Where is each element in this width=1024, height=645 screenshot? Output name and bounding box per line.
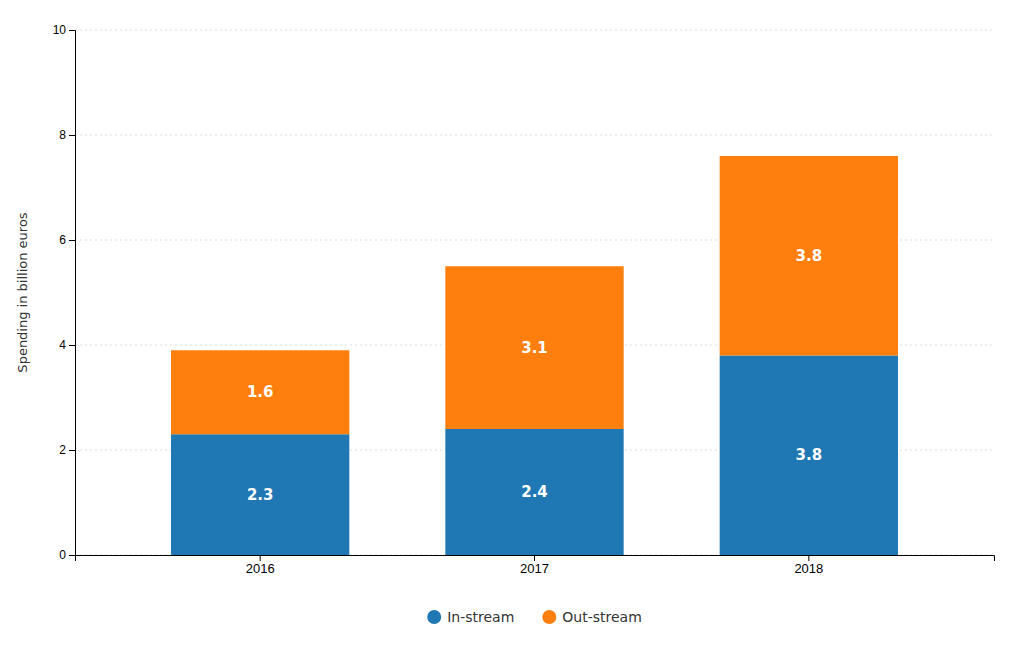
x-tick: 2018: [794, 555, 823, 576]
grid-line: [75, 135, 994, 136]
grid: [75, 30, 994, 555]
data-label: 1.6: [247, 383, 274, 401]
legend-label: In-stream: [447, 609, 514, 625]
y-tick: 8: [59, 128, 75, 142]
data-label: 3.8: [796, 446, 823, 464]
y-tick-label: 0: [59, 548, 66, 562]
bars: [171, 156, 898, 555]
y-tick: 0: [59, 548, 75, 562]
legend-swatch: [427, 610, 441, 624]
y-tick-label: 6: [59, 233, 66, 247]
data-label: 2.3: [247, 486, 274, 504]
x-tick-mark: [808, 555, 809, 561]
y-axis: 0 2 4 6 8 10: [53, 23, 76, 562]
bar: [171, 434, 349, 555]
data-label: 2.4: [521, 483, 548, 501]
x-axis-line: [76, 556, 995, 562]
x-tick-mark: [260, 555, 261, 561]
y-tick-mark: [69, 30, 75, 31]
bar: [445, 266, 623, 429]
x-tick: 2016: [246, 555, 275, 576]
legend-item: In-stream: [427, 609, 514, 625]
legend-swatch: [542, 610, 556, 624]
bar: [720, 156, 898, 356]
data-labels: 2.3 2.4 3.8 1.6 3.1 3.8: [247, 247, 822, 504]
y-axis-title: Spending in billion euros: [15, 212, 30, 372]
bar: [720, 356, 898, 556]
bar: [445, 429, 623, 555]
y-tick-label: 8: [59, 128, 66, 142]
y-tick-label: 10: [53, 23, 67, 37]
y-tick-mark: [69, 240, 75, 241]
y-tick-mark: [69, 345, 75, 346]
x-tick-label: 2016: [246, 561, 275, 576]
x-tick-label: 2017: [520, 561, 549, 576]
x-tick-label: 2018: [794, 561, 823, 576]
series: [171, 156, 898, 434]
y-tick: 2: [59, 443, 75, 457]
x-tick-mark: [534, 555, 535, 561]
legend-item: Out-stream: [542, 609, 642, 625]
y-tick-label: 2: [59, 443, 66, 457]
x-tick: 2017: [520, 555, 549, 576]
y-tick-mark: [69, 135, 75, 136]
y-axis-line: [69, 31, 76, 556]
x-axis: 2016 2017 2018: [76, 555, 995, 576]
y-tick-mark: [69, 555, 75, 556]
chart: 2.3 2.4 3.8 1.6 3.1 3.8 2016 2017 2018 0 2 4 6 8 10 Spe…: [0, 0, 1024, 645]
data-label: 3.1: [521, 339, 548, 357]
grid-line: [75, 30, 994, 31]
y-tick-mark: [69, 450, 75, 451]
legend: In-stream Out-stream: [427, 609, 642, 625]
data-label: 3.8: [796, 247, 823, 265]
y-tick-label: 4: [59, 338, 66, 352]
plot: 2.3 2.4 3.8 1.6 3.1 3.8 2016 2017 2018 0 2 4 6 8 10: [53, 23, 995, 576]
y-tick: 10: [53, 23, 75, 37]
y-tick: 4: [59, 338, 75, 352]
bar: [171, 350, 349, 434]
legend-label: Out-stream: [562, 609, 642, 625]
y-tick: 6: [59, 233, 75, 247]
